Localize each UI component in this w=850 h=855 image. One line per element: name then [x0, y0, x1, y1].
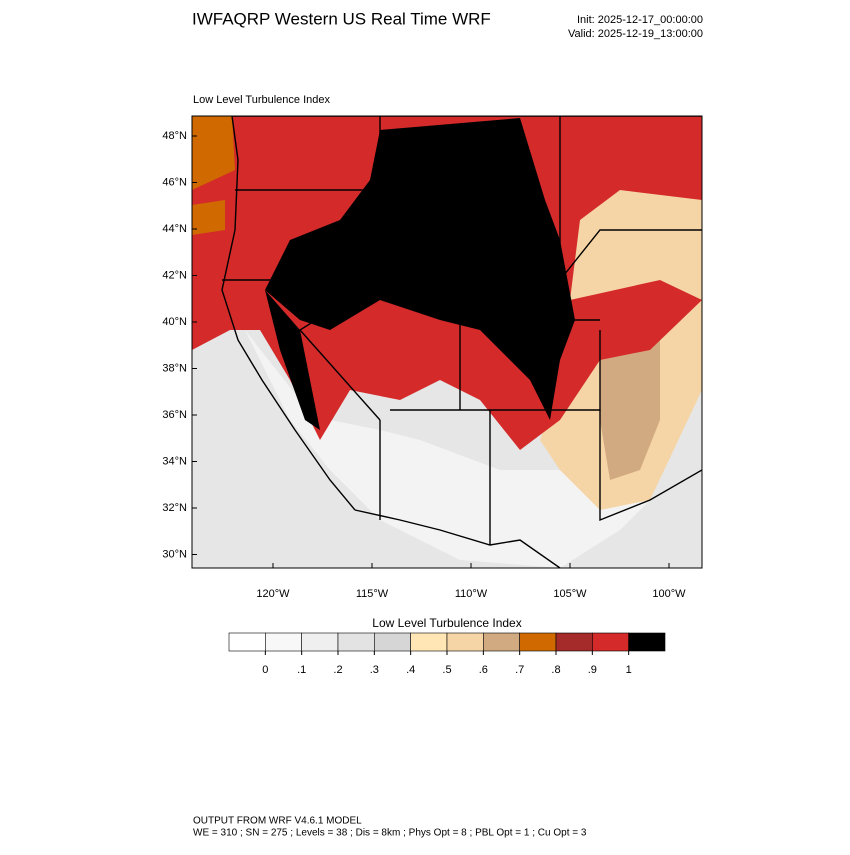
footer-line: OUTPUT FROM WRF V4.6.1 MODEL [193, 816, 362, 827]
colorbar-label: .9 [588, 664, 597, 676]
lat-label: 46°N [162, 176, 187, 188]
colorbar-box [410, 632, 448, 652]
colorbar-label: .4 [406, 664, 415, 676]
colorbar-label: 1 [626, 664, 632, 676]
colorbar-label: .8 [551, 664, 560, 676]
coastline [221, 116, 356, 511]
colorbar-label: .3 [370, 664, 379, 676]
field-orange [192, 116, 235, 190]
lat-label: 36°N [162, 409, 187, 421]
lat-label: 48°N [162, 130, 187, 142]
field-mid-high [600, 330, 660, 480]
colorbar-box [446, 632, 484, 652]
colorbar-box [374, 632, 411, 652]
colorbar-box [555, 632, 593, 652]
boundaries [221, 116, 702, 568]
lat-label: 32°N [162, 502, 187, 514]
lon-label: 100°W [652, 588, 686, 600]
colorbar-box [519, 632, 557, 652]
init-time: Init: 2025-12-17_00:00:00 [577, 14, 703, 26]
lon-label: 120°W [256, 588, 290, 600]
lat-label: 44°N [162, 223, 187, 235]
colorbar-label: .1 [297, 664, 306, 676]
colorbar-box [265, 632, 302, 652]
lat-label: 34°N [162, 455, 187, 467]
map-title: Low Level Turbulence Index [193, 94, 330, 106]
colorbar-label: .5 [442, 664, 451, 676]
colorbar-box [301, 632, 339, 652]
field-max [265, 118, 575, 420]
state-line [235, 189, 460, 231]
colorbar-title: Low Level Turbulence Index [372, 616, 521, 630]
colorbar-box [628, 632, 666, 652]
lat-label: 30°N [162, 548, 187, 560]
field-max [265, 290, 320, 430]
lat-label: 42°N [162, 269, 187, 281]
title: IWFAQRP Western US Real Time WRF [192, 9, 491, 28]
lat-label: 38°N [162, 362, 187, 374]
map-frame [191, 115, 703, 569]
lon-label: 110°W [455, 588, 488, 600]
colorbar-label: .6 [479, 664, 488, 676]
field-low [245, 330, 650, 568]
state-line [599, 410, 702, 522]
lon-label: 115°W [356, 588, 389, 600]
border [354, 509, 561, 568]
valid-time: Valid: 2025-12-19_13:00:00 [568, 28, 703, 40]
map-field [192, 116, 702, 568]
colorbar-box [337, 632, 375, 652]
colorbar-label: .7 [515, 664, 524, 676]
lat-label: 40°N [162, 316, 187, 328]
colorbar-box [228, 632, 266, 652]
colorbar-label: 0 [262, 664, 268, 676]
colorbar-label: .2 [333, 664, 342, 676]
footer-line: WE = 310 ; SN = 275 ; Levels = 38 ; Dis … [193, 828, 587, 839]
field-orange [192, 200, 225, 235]
colorbar-box [592, 632, 629, 652]
lon-label: 105°W [553, 588, 587, 600]
colorbar-box [483, 632, 520, 652]
